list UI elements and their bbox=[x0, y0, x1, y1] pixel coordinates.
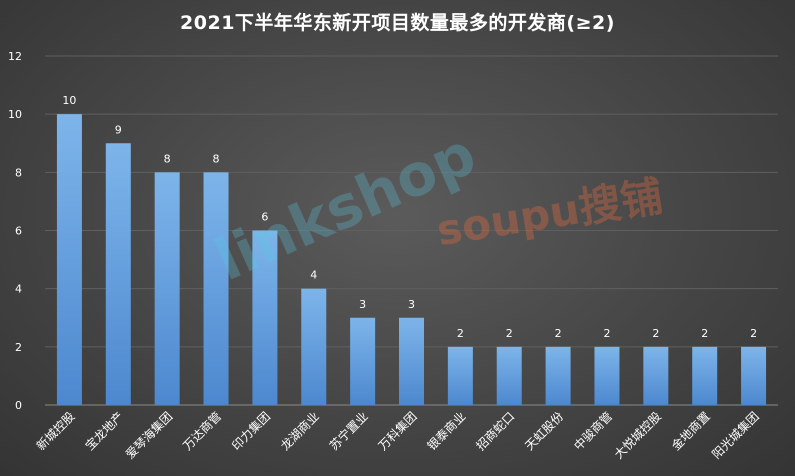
data-label: 8 bbox=[164, 152, 171, 165]
data-label: 6 bbox=[261, 211, 268, 224]
data-label: 9 bbox=[115, 123, 122, 136]
data-label: 2 bbox=[701, 327, 708, 340]
data-label: 8 bbox=[213, 152, 220, 165]
bar bbox=[301, 288, 327, 405]
y-tick-label: 2 bbox=[15, 341, 22, 354]
x-tick-label: 印力集团 bbox=[228, 409, 273, 454]
x-tick-label: 新城控股 bbox=[33, 409, 78, 454]
bar bbox=[594, 346, 620, 405]
data-label: 2 bbox=[506, 327, 513, 340]
bar bbox=[105, 143, 131, 405]
bar bbox=[643, 346, 669, 405]
x-tick-label: 龙湖商业 bbox=[277, 409, 322, 454]
data-labels: 10 9 8 8 6 4 3 3 2 2 2 2 2 2 2 bbox=[62, 94, 757, 340]
x-tick-label: 阳光城集团 bbox=[709, 409, 762, 462]
bar bbox=[545, 346, 571, 405]
data-label: 2 bbox=[603, 327, 610, 340]
bar bbox=[203, 172, 229, 405]
bar bbox=[399, 317, 424, 405]
y-tick-label: 8 bbox=[15, 166, 22, 179]
y-tick-label: 4 bbox=[15, 283, 22, 296]
chart-title: 2021下半年华东新开项目数量最多的开发商(≥2) bbox=[180, 12, 615, 34]
y-axis-ticks: 0 2 4 6 8 10 12 bbox=[8, 50, 22, 412]
x-tick-label: 爱琴海集团 bbox=[122, 409, 175, 462]
data-label: 10 bbox=[62, 94, 76, 107]
data-label: 2 bbox=[457, 327, 464, 340]
bar bbox=[692, 346, 718, 405]
y-tick-label: 6 bbox=[15, 225, 22, 238]
x-tick-label: 招商蛇口 bbox=[473, 409, 518, 454]
y-tick-label: 10 bbox=[8, 108, 22, 121]
x-tick-label: 天虹股份 bbox=[522, 409, 566, 453]
bar bbox=[447, 346, 473, 405]
bar bbox=[154, 172, 180, 405]
x-tick-label: 中骏商管 bbox=[571, 409, 616, 454]
data-label: 4 bbox=[310, 269, 317, 282]
data-label: 2 bbox=[750, 327, 757, 340]
x-tick-label: 宝龙地产 bbox=[83, 409, 127, 453]
bar bbox=[350, 317, 376, 405]
x-tick-label: 大悦城控股 bbox=[612, 409, 664, 461]
x-tick-label: 银泰商业 bbox=[424, 409, 469, 454]
x-tick-label: 苏宁置业 bbox=[326, 409, 371, 454]
bars bbox=[56, 114, 767, 406]
bar bbox=[252, 230, 278, 405]
bar bbox=[56, 114, 82, 406]
bar bbox=[741, 346, 767, 405]
x-tick-label: 金地商置 bbox=[668, 409, 713, 454]
data-label: 2 bbox=[652, 327, 659, 340]
data-label: 2 bbox=[555, 327, 562, 340]
data-label: 3 bbox=[359, 298, 366, 311]
data-label: 3 bbox=[408, 298, 415, 311]
x-tick-label: 万达商管 bbox=[180, 409, 225, 454]
x-tick-label: 万科集团 bbox=[375, 409, 420, 454]
bar bbox=[496, 346, 522, 405]
y-tick-label: 12 bbox=[8, 50, 22, 63]
y-tick-label: 0 bbox=[15, 399, 22, 412]
